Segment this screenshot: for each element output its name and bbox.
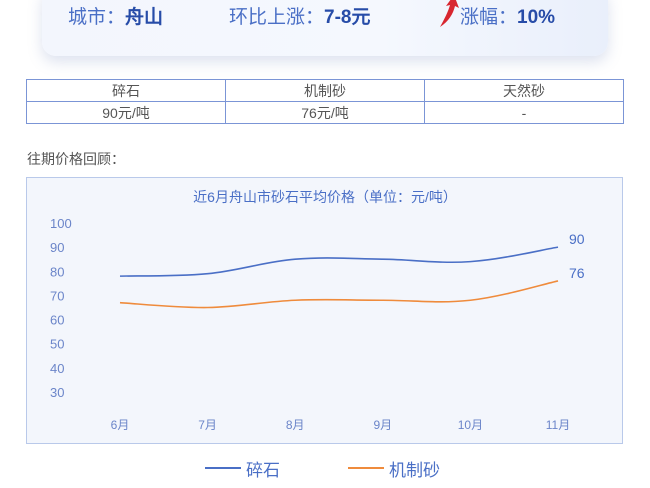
x-axis: 6月 7月 8月 9月 10月 11月 (111, 418, 571, 432)
y-tick-label: 50 (50, 337, 64, 352)
x-tick-label: 8月 (286, 418, 305, 432)
legend-label-series-2: 机制砂 (389, 461, 440, 480)
y-tick-label: 100 (50, 216, 72, 231)
legend-label-series-1: 碎石 (246, 461, 280, 480)
y-tick-label: 30 (50, 385, 64, 400)
y-tick-label: 40 (50, 361, 64, 376)
y-axis: 100 90 80 70 60 50 40 30 (50, 216, 72, 400)
end-value-label: 76 (569, 265, 585, 281)
summary-card: 城市：舟山 环比上涨：7-8元 涨幅：10% (42, 0, 608, 56)
table-cell: - (424, 101, 624, 124)
table-header-row: 碎石 机制砂 天然砂 (26, 79, 624, 102)
rate-value: 10% (517, 7, 556, 28)
table-header-cell: 机制砂 (225, 79, 425, 102)
change-value: 7-8元 (324, 7, 371, 28)
series-line-1 (119, 246, 559, 277)
x-tick-label: 11月 (546, 418, 570, 432)
table-row: 90元/吨 76元/吨 - (26, 101, 624, 124)
line-chart: 近6月舟山市砂石平均价格（单位：元/吨） 100 90 80 70 60 50 40 30 6… (50, 189, 585, 432)
rate-label: 涨幅： (460, 7, 518, 28)
city-label: 城市： (68, 7, 126, 28)
y-tick-label: 80 (50, 264, 64, 279)
series-line-2 (119, 280, 559, 309)
series-group: 90 76 (119, 231, 585, 309)
price-table: 碎石 机制砂 天然砂 90元/吨 76元/吨 - (26, 79, 624, 124)
legend-swatch-series-1 (205, 467, 241, 469)
x-tick-label: 7月 (198, 418, 217, 432)
change-field: 环比上涨：7-8元 (229, 2, 370, 29)
city-value: 舟山 (125, 7, 164, 28)
rate-field: 涨幅：10% (460, 2, 555, 29)
y-tick-label: 60 (50, 313, 64, 328)
table-header-cell: 天然砂 (424, 79, 624, 102)
table-cell: 90元/吨 (26, 101, 226, 124)
table-header-cell: 碎石 (26, 79, 226, 102)
x-tick-label: 6月 (111, 418, 130, 432)
table-cell: 76元/吨 (225, 101, 425, 124)
change-label: 环比上涨： (229, 7, 325, 28)
legend-swatch-series-2 (348, 467, 384, 469)
chart-title: 近6月舟山市砂石平均价格（单位：元/吨） (193, 189, 457, 205)
chart-panel: 近6月舟山市砂石平均价格（单位：元/吨） 100 90 80 70 60 50 40 30 6… (26, 177, 623, 444)
x-tick-label: 9月 (373, 418, 392, 432)
y-tick-label: 90 (50, 240, 64, 255)
up-arrow-icon (440, 0, 459, 27)
section-title: 往期价格回顾： (27, 151, 125, 167)
city-field: 城市：舟山 (68, 2, 163, 29)
y-tick-label: 70 (50, 288, 64, 303)
chart-legend: 碎石 机制砂 (0, 456, 650, 480)
x-tick-label: 10月 (458, 418, 483, 432)
end-value-label: 90 (569, 231, 585, 247)
